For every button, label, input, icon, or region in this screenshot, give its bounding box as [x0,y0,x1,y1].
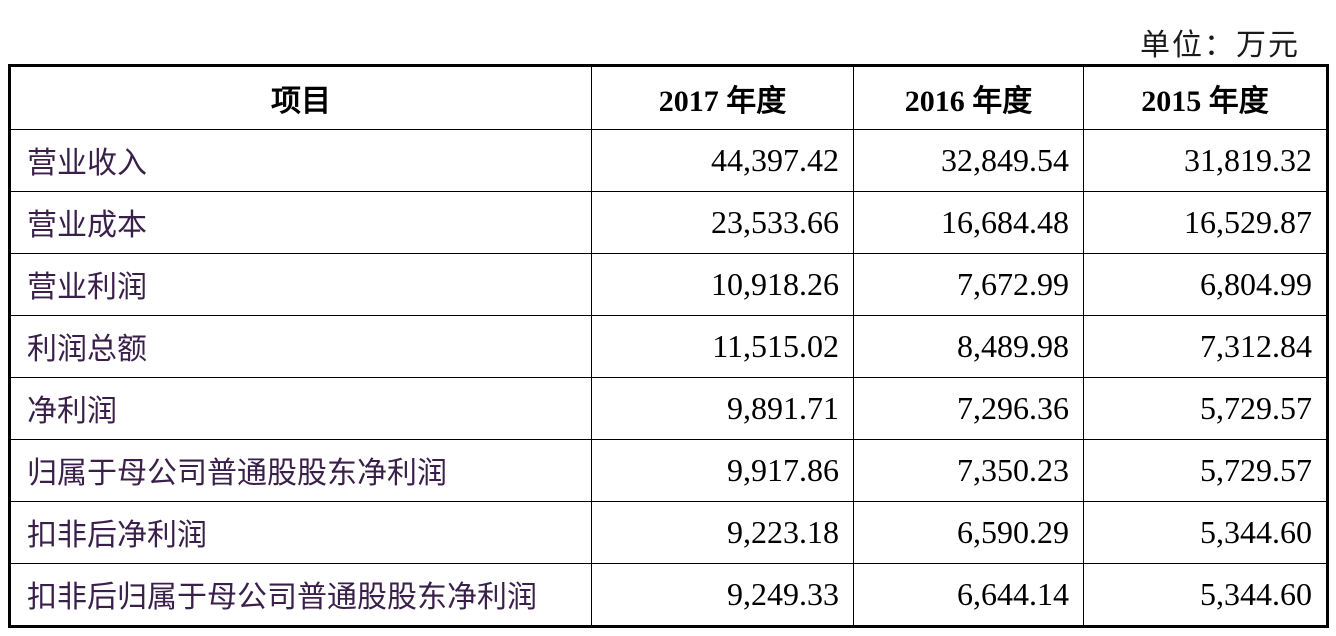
cell-2015: 5,729.57 [1083,376,1328,440]
financial-table: 项目 2017 年度 2016 年度 2015 年度 营业收入 44,397.4… [8,64,1329,628]
cell-2017: 23,533.66 [591,190,854,254]
cell-2015: 16,529.87 [1083,190,1328,254]
table-row: 扣非后净利润 9,223.18 6,590.29 5,344.60 [9,500,1328,564]
table-header-row: 项目 2017 年度 2016 年度 2015 年度 [9,65,1328,130]
cell-2017: 11,515.02 [591,314,854,378]
unit-label: 单位：万元 [1140,28,1300,63]
table-row: 归属于母公司普通股股东净利润 9,917.86 7,350.23 5,729.5… [9,438,1328,502]
cell-2017: 9,223.18 [591,500,854,564]
cell-2017: 10,918.26 [591,252,854,316]
table-row: 营业收入 44,397.42 32,849.54 31,819.32 [9,129,1328,192]
cell-2016: 32,849.54 [853,129,1084,192]
table-row: 净利润 9,891.71 7,296.36 5,729.57 [9,376,1328,440]
table-row: 扣非后归属于母公司普通股股东净利润 9,249.33 6,644.14 5,34… [9,562,1328,628]
header-item: 项目 [9,65,592,130]
row-label: 利润总额 [9,314,592,378]
table-row: 利润总额 11,515.02 8,489.98 7,312.84 [9,314,1328,378]
cell-2016: 6,644.14 [853,562,1084,628]
cell-2015: 5,344.60 [1083,562,1328,628]
cell-2016: 16,684.48 [853,190,1084,254]
cell-2015: 6,804.99 [1083,252,1328,316]
cell-2016: 8,489.98 [853,314,1084,378]
cell-2017: 9,891.71 [591,376,854,440]
row-label: 归属于母公司普通股股东净利润 [9,438,592,502]
cell-2015: 7,312.84 [1083,314,1328,378]
cell-2017: 44,397.42 [591,129,854,192]
table-row: 营业成本 23,533.66 16,684.48 16,529.87 [9,190,1328,254]
row-label: 扣非后净利润 [9,500,592,564]
cell-2016: 7,296.36 [853,376,1084,440]
cell-2016: 7,672.99 [853,252,1084,316]
row-label: 扣非后归属于母公司普通股股东净利润 [9,562,592,628]
cell-2017: 9,249.33 [591,562,854,628]
row-label: 营业利润 [9,252,592,316]
cell-2017: 9,917.86 [591,438,854,502]
cell-2015: 5,344.60 [1083,500,1328,564]
cell-2016: 6,590.29 [853,500,1084,564]
cell-2015: 31,819.32 [1083,129,1328,192]
cell-2015: 5,729.57 [1083,438,1328,502]
row-label: 营业成本 [9,190,592,254]
header-2016: 2016 年度 [853,65,1084,130]
row-label: 营业收入 [9,129,592,192]
cell-2016: 7,350.23 [853,438,1084,502]
header-2017: 2017 年度 [591,65,854,130]
header-2015: 2015 年度 [1083,65,1328,130]
table-row: 营业利润 10,918.26 7,672.99 6,804.99 [9,252,1328,316]
row-label: 净利润 [9,376,592,440]
